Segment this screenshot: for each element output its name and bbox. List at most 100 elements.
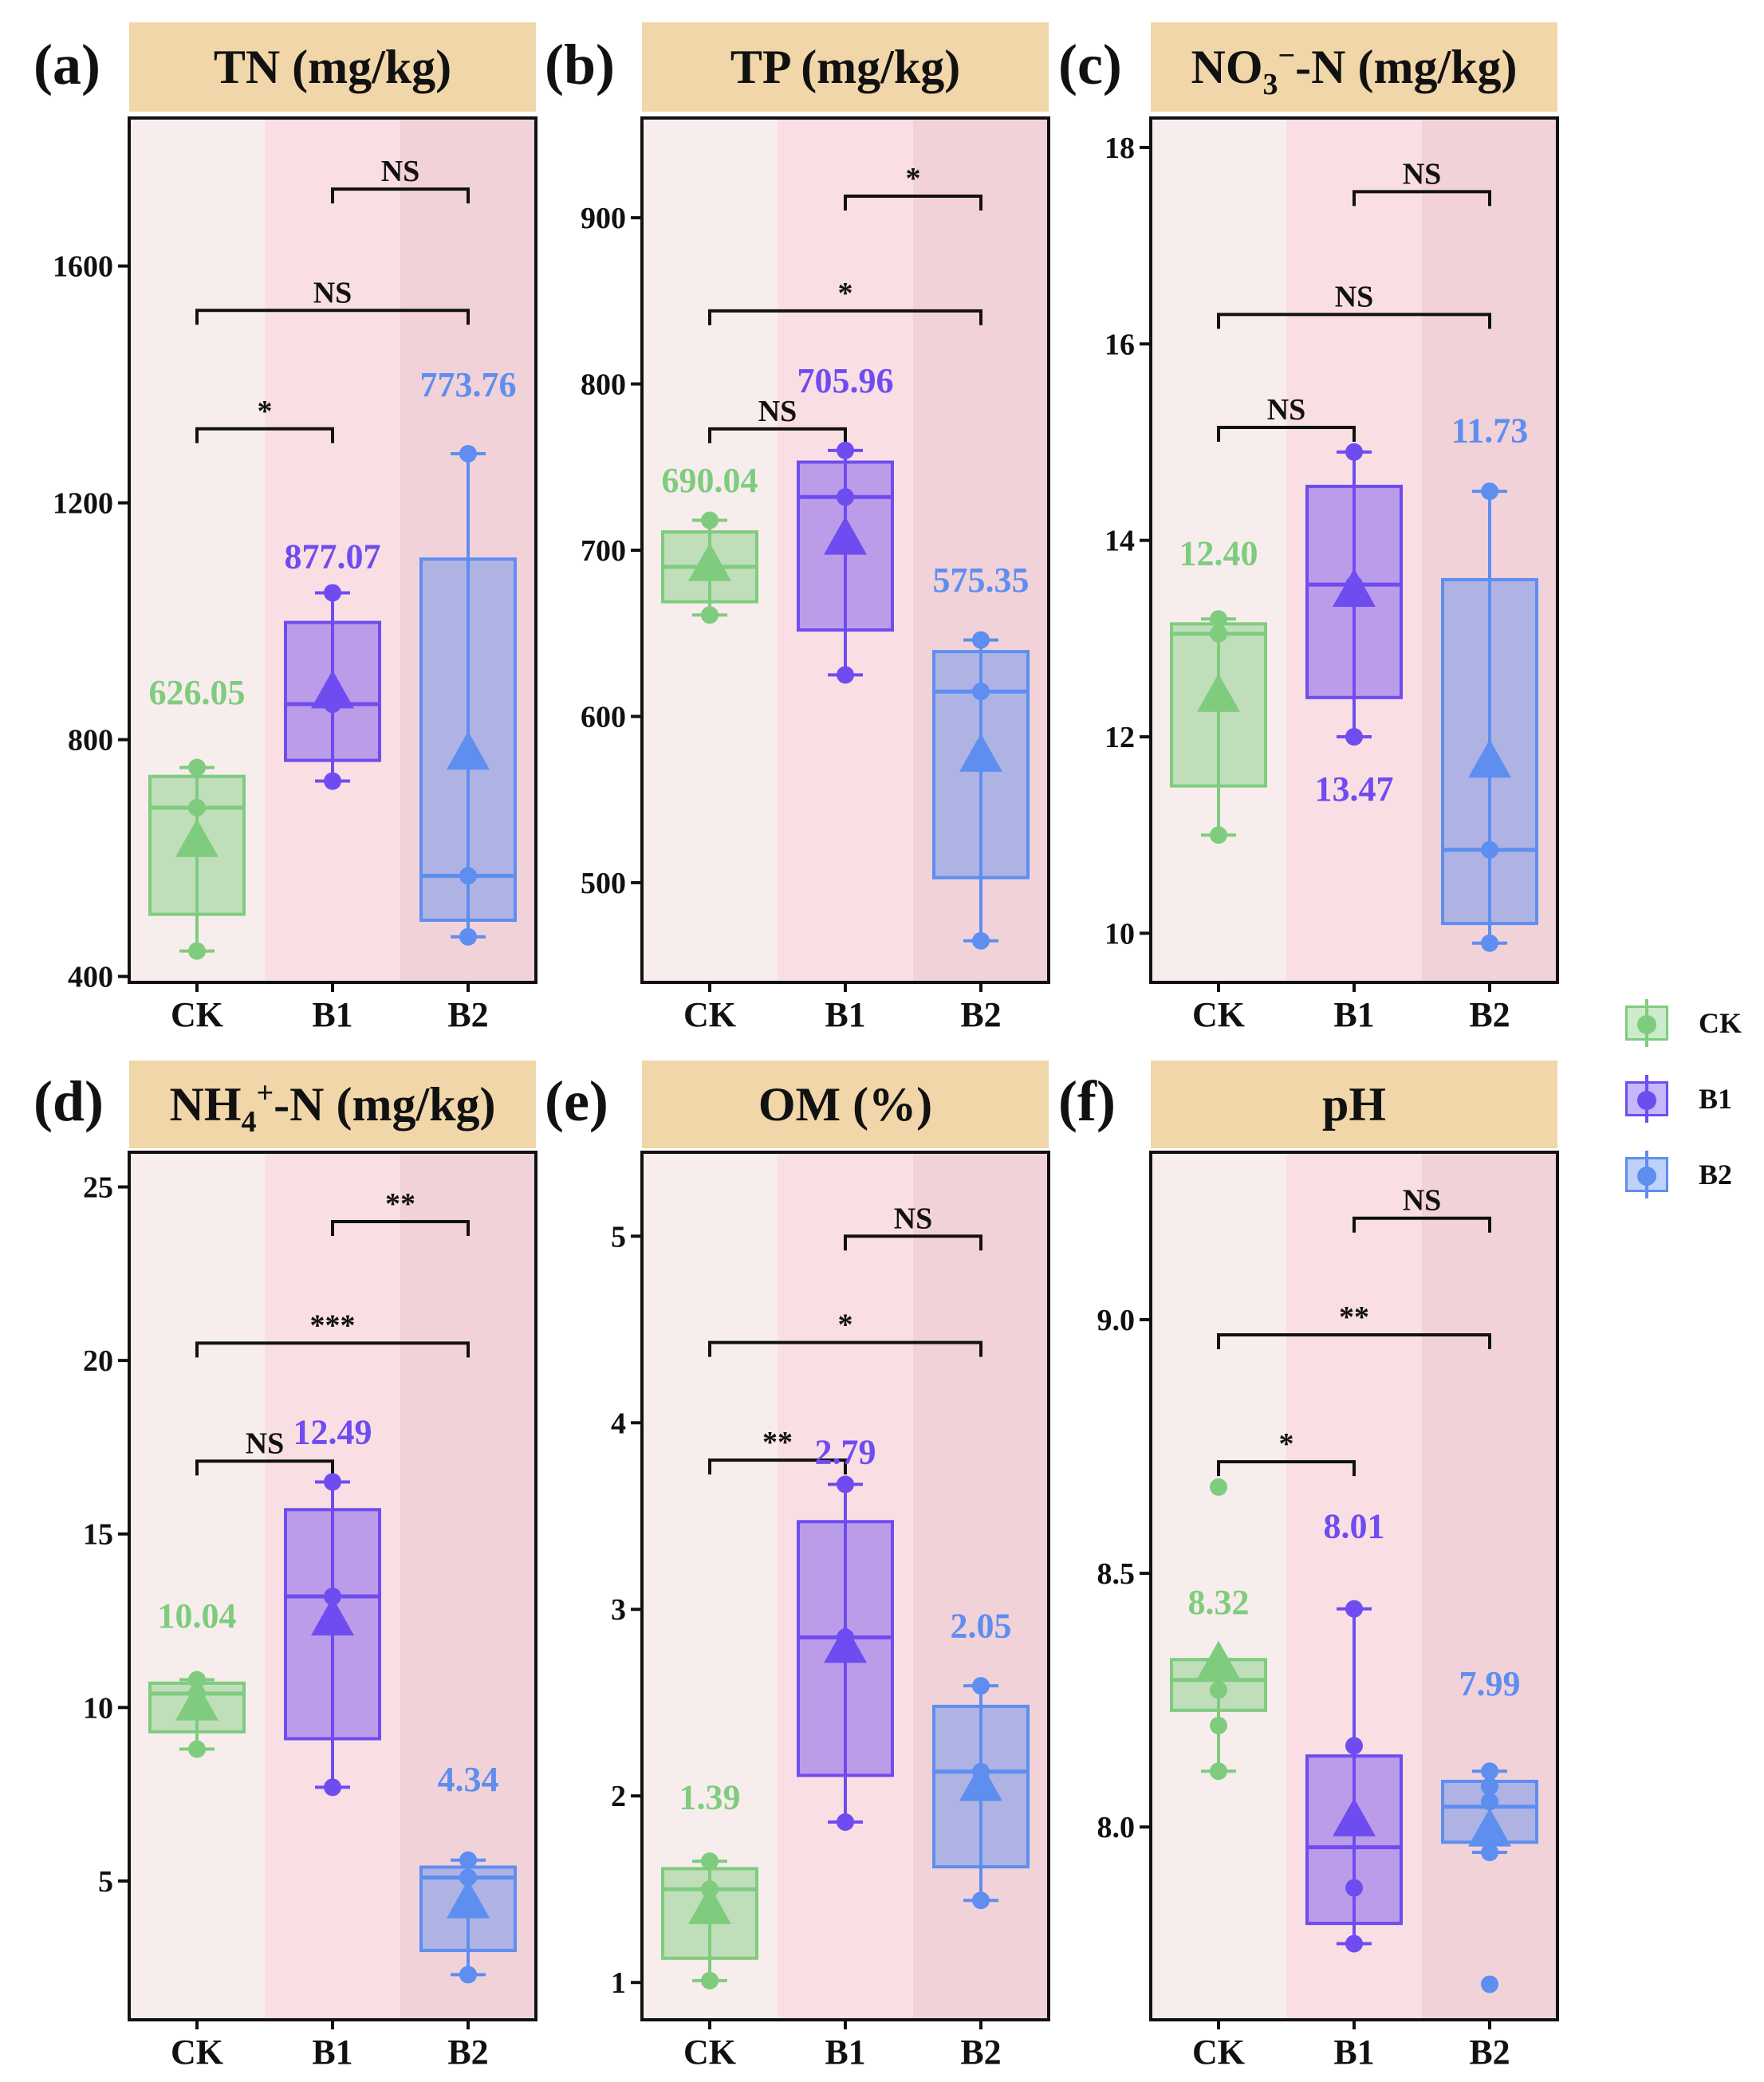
y-tick-label: 1600: [53, 250, 113, 284]
legend-label-b2: B2: [1699, 1158, 1733, 1191]
data-point: [1345, 1600, 1363, 1618]
box-b1: 13.47: [1305, 443, 1403, 809]
data-point: [1481, 1793, 1498, 1811]
box-b1: 8.01: [1305, 1507, 1403, 1953]
y-tick-label: 8.5: [1097, 1557, 1136, 1591]
legend-swatch-dot: [1637, 1014, 1656, 1034]
mean-marker: [959, 733, 1002, 772]
data-point: [459, 1851, 477, 1869]
box-b2: 2.05: [932, 1606, 1030, 1910]
column-band-b1: [265, 118, 400, 982]
data-point: [1210, 1478, 1227, 1496]
panel-title: TN (mg/kg): [214, 41, 451, 93]
legend-label-ck: CK: [1699, 1006, 1742, 1039]
mean-label: 8.32: [1188, 1583, 1250, 1622]
data-point: [1345, 1934, 1363, 1953]
panel-header: [642, 22, 1049, 112]
y-tick-label: 600: [581, 700, 626, 734]
x-tick-label: B1: [312, 995, 352, 1034]
data-point: [701, 511, 719, 529]
data-point: [1210, 624, 1227, 643]
mean-marker: [824, 1624, 867, 1663]
legend-swatch-dot: [1637, 1090, 1656, 1110]
panel-title: OM (%): [758, 1078, 932, 1131]
data-point: [701, 1971, 719, 1990]
column-band-ck: [1151, 1152, 1286, 2020]
data-point: [188, 942, 206, 960]
box-b1: 2.79: [797, 1433, 894, 1831]
panel-c: NO3−-N (mg/kg) (c) NS NS NS 12.40 13.47 11.73 10…: [1058, 22, 1559, 1034]
x-tick-label: B1: [1333, 2033, 1374, 2072]
legend: CK B1 B2: [1619, 985, 1742, 1212]
x-tick-label: CK: [171, 995, 223, 1034]
y-tick-label: 3: [611, 1593, 626, 1627]
data-point: [1210, 826, 1227, 844]
significance-bracket: [708, 1340, 982, 1357]
x-tick-label: B2: [447, 2033, 488, 2072]
y-tick-label: 16: [1104, 328, 1135, 361]
legend-item-b2: B2: [1619, 1136, 1742, 1212]
x-tick-label: CK: [683, 995, 736, 1034]
box-ck: 10.04: [148, 1596, 246, 1758]
data-point: [324, 584, 341, 602]
data-point: [1345, 1879, 1363, 1897]
panel-header: [642, 1061, 1049, 1148]
data-point: [1481, 1762, 1498, 1781]
mean-label: 8.01: [1324, 1507, 1385, 1546]
legend-swatch-ck: [1619, 998, 1675, 1047]
panel-title: NH4+-N (mg/kg): [170, 1076, 496, 1139]
y-tick-label: 900: [581, 202, 626, 235]
y-tick-label: 1: [611, 1966, 626, 2000]
significance-label: **: [385, 1187, 415, 1221]
legend-swatch-dot: [1637, 1166, 1656, 1186]
panel-header: [1151, 1061, 1557, 1148]
box-b1: 12.49: [284, 1413, 381, 1797]
panel-a: TN (mg/kg) (a) NS NS * 626.05 877.07 773.76 400 8…: [33, 22, 537, 1034]
mean-marker: [447, 1879, 490, 1919]
data-point: [1210, 1681, 1227, 1699]
significance-bracket: [708, 1458, 847, 1475]
mean-label: 12.49: [293, 1413, 372, 1452]
x-tick-label: B1: [825, 995, 865, 1034]
mean-label: 10.04: [158, 1596, 237, 1635]
legend-item-ck: CK: [1619, 985, 1742, 1061]
y-tick-label: 8.0: [1097, 1811, 1136, 1844]
box-b1: 705.96: [797, 361, 894, 684]
significance-bracket: [1217, 426, 1356, 443]
mean-label: 12.40: [1179, 533, 1258, 573]
box-b2: 4.34: [419, 1760, 517, 1984]
column-band-b2: [1422, 1152, 1557, 2020]
data-point: [837, 1475, 854, 1494]
significance-label: NS: [313, 276, 352, 309]
mean-marker: [959, 1762, 1002, 1801]
significance-label: *: [906, 162, 921, 195]
mean-marker: [1333, 568, 1376, 607]
significance-bracket: [1217, 1333, 1491, 1350]
panel-title: TP (mg/kg): [730, 41, 960, 93]
y-tick-label: 25: [83, 1171, 113, 1205]
data-point: [1481, 1777, 1498, 1796]
data-point: [701, 606, 719, 624]
mean-marker: [688, 542, 731, 581]
x-tick-label: CK: [171, 2033, 223, 2072]
significance-bracket: [195, 1459, 334, 1476]
data-point: [188, 798, 206, 817]
mean-label: 7.99: [1459, 1664, 1521, 1703]
significance-label: *: [838, 277, 853, 310]
y-tick-label: 10: [83, 1691, 113, 1725]
mean-marker: [824, 516, 867, 555]
significance-bracket: [1217, 1460, 1356, 1477]
significance-label: NS: [894, 1202, 933, 1235]
x-tick-label: B2: [960, 2033, 1001, 2072]
significance-label: NS: [1403, 157, 1442, 191]
box-b2: 575.35: [932, 561, 1030, 950]
mean-marker: [1197, 1640, 1240, 1679]
data-point: [459, 444, 477, 462]
significance-label: **: [1339, 1301, 1369, 1334]
panel-header: [129, 22, 536, 112]
mean-marker: [1468, 739, 1511, 778]
box-ck: 1.39: [661, 1778, 758, 1990]
data-point: [1210, 1716, 1227, 1734]
y-tick-label: 800: [68, 724, 113, 758]
